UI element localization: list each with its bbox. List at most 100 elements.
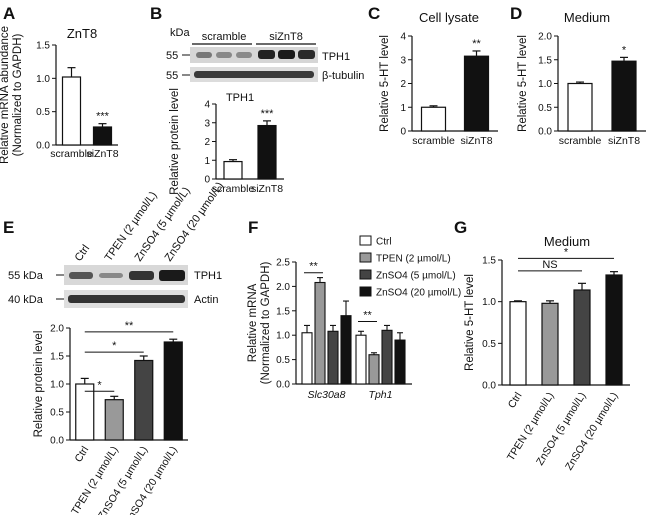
y-tick-label: 2.0	[538, 32, 552, 43]
y-tick-label: 0.5	[276, 355, 290, 366]
y-tick-label: 0.0	[276, 380, 290, 391]
panel-a-letter: A	[3, 4, 15, 23]
significance-label: **	[472, 38, 481, 50]
y-tick-label: 2.5	[276, 258, 290, 269]
legend-swatch	[359, 252, 372, 263]
bar	[573, 289, 591, 386]
bar	[301, 332, 313, 385]
y-axis-label-line: (Normalized to GAPDH)	[12, 33, 24, 156]
y-axis-label-line: Relative mRNA	[247, 283, 259, 362]
y-tick-label: 1.5	[538, 55, 552, 66]
y-tick-label: 0.0	[36, 141, 50, 152]
y-tick-label: 1.0	[482, 297, 496, 308]
blot-b-band-label-tubulin: β-tubulin	[322, 70, 364, 82]
bar	[355, 334, 367, 385]
y-tick-label: 0.0	[50, 436, 64, 447]
panel-f-chart: 0.0 0.5 1.0 1.5 2.0 2.5 Relative mRNA(Normaliz…	[247, 258, 412, 401]
blot-e-tph1-strip	[64, 265, 188, 285]
category-label: scramble	[50, 148, 93, 160]
y-axis-label: Relative 5-HT level	[517, 35, 529, 132]
bar	[257, 124, 277, 180]
y-tick-label: 0	[204, 175, 210, 186]
significance-label: *	[97, 379, 102, 391]
significance-label: ***	[261, 108, 275, 120]
y-tick-label: 3	[400, 55, 406, 66]
panel-d: D Medium 0.0 0.5 1.0 1.5 2.0 Relative 5-HT le…	[510, 4, 646, 147]
bar	[381, 329, 393, 385]
y-tick-label: 0.0	[482, 381, 496, 392]
y-axis-label-line: Relative protein level	[169, 88, 181, 195]
bar	[92, 126, 113, 146]
y-tick-label: 1.5	[482, 256, 496, 267]
panel-c-chart: 0 1 2 3 4 Relative 5-HT level scramble ** siZnT8	[379, 32, 498, 147]
blot-b-tph1-band	[258, 50, 275, 59]
bar	[420, 106, 447, 132]
y-tick-label: 0.5	[50, 408, 64, 419]
bar	[368, 354, 380, 385]
legend-swatch	[359, 235, 372, 246]
bar	[223, 160, 243, 180]
category-label: Ctrl	[506, 390, 525, 410]
blot-b-band-label-tph1: TPH1	[322, 51, 350, 63]
panel-f-legend: Ctrl TPEN (2 µmol/L) ZnSO4 (5 µmol/L) ZnSO4…	[359, 235, 461, 299]
category-label: Slc30a8	[308, 389, 346, 401]
y-tick-label: 0	[400, 127, 406, 138]
significance-label: *	[564, 246, 569, 258]
y-axis-label-line: Relative 5-HT level	[379, 35, 391, 132]
y-tick-label: 2	[400, 79, 406, 90]
y-tick-label: 1	[400, 103, 406, 114]
y-tick-label: 1.0	[538, 79, 552, 90]
panel-a-title: ZnT8	[67, 26, 97, 41]
y-tick-label: 1.5	[36, 41, 50, 52]
bar	[394, 339, 406, 385]
panel-d-title: Medium	[564, 10, 610, 25]
y-tick-label: 1.0	[36, 74, 50, 85]
y-tick-label: 0.5	[36, 107, 50, 118]
legend-label: TPEN (2 µmol/L)	[376, 254, 451, 265]
y-tick-label: 4	[204, 100, 210, 111]
bar	[463, 55, 490, 132]
panel-b-letter: B	[150, 4, 162, 23]
y-tick-label: 1.5	[276, 306, 290, 317]
panel-e: E Ctrl TPEN (2 µmol/L)ZnSO4 (5 µmol/L)ZnS…	[3, 180, 226, 515]
blot-b-tph1-band	[196, 52, 212, 58]
panel-e-chart: 0.0 0.5 1.0 1.5 2.0 Relative protein level Ctr…	[33, 320, 188, 515]
blot-b-tph1-band	[278, 50, 295, 59]
panel-b-title: TPH1	[226, 92, 254, 104]
western-blot-b: kDa scramble siZnT8 55 55 TPH1 β-tubulin	[166, 27, 364, 82]
blot-b-kda-label: kDa	[170, 27, 190, 39]
significance-label: ***	[96, 111, 110, 123]
category-label: Ctrl	[72, 444, 91, 464]
y-axis-label-line: (Normalized to GAPDH)	[260, 261, 272, 384]
panel-a: A ZnT8 0.0 0.5 1.0 1.5 Relative mRNA abundan…	[0, 4, 119, 164]
y-tick-label: 2	[204, 137, 210, 148]
legend-label: Ctrl	[376, 237, 392, 248]
y-tick-label: 1.0	[276, 331, 290, 342]
significance-label: **	[125, 320, 134, 332]
category-label: siZnT8	[460, 135, 492, 147]
significance-label: *	[622, 44, 627, 56]
y-axis-label: Relative mRNA abundance(Normalized to GA…	[0, 26, 24, 164]
blot-e-band-label-actin: Actin	[194, 294, 218, 306]
bar	[104, 399, 124, 441]
y-tick-label: 0.5	[482, 339, 496, 350]
y-tick-label: 0.5	[538, 103, 552, 114]
blot-e-conditions: Ctrl TPEN (2 µmol/L)ZnSO4 (5 µmol/L)ZnSO4…	[73, 180, 227, 264]
blot-e-tph1-band	[69, 272, 93, 279]
blot-b-tph1-band	[236, 52, 252, 58]
panel-f: F 0.0 0.5 1.0 1.5 2.0 2.5 Relative mRNA(Normal…	[247, 218, 461, 401]
category-label: siZnT8	[608, 135, 640, 147]
bar	[61, 76, 82, 146]
panel-e-letter: E	[3, 218, 14, 237]
significance-label: *	[112, 340, 117, 352]
category-label: scramble	[412, 135, 455, 147]
category-label: siZnT8	[251, 183, 283, 195]
panel-f-letter: F	[248, 218, 258, 237]
y-tick-label: 2.0	[276, 282, 290, 293]
blot-e-marker-55: 55 kDa	[8, 270, 44, 282]
bar	[605, 274, 623, 386]
y-tick-label: 1.5	[50, 352, 64, 363]
blot-e-condition-label: ZnSO4 (5 µmol/L)	[133, 185, 193, 264]
y-tick-label: 0.0	[538, 127, 552, 138]
